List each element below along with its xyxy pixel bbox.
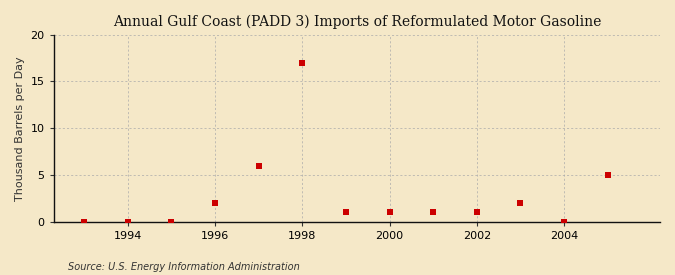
Point bbox=[515, 201, 526, 205]
Point bbox=[166, 219, 177, 224]
Point bbox=[79, 219, 90, 224]
Title: Annual Gulf Coast (PADD 3) Imports of Reformulated Motor Gasoline: Annual Gulf Coast (PADD 3) Imports of Re… bbox=[113, 15, 601, 29]
Text: Source: U.S. Energy Information Administration: Source: U.S. Energy Information Administ… bbox=[68, 262, 299, 272]
Point bbox=[210, 201, 221, 205]
Point bbox=[384, 210, 395, 214]
Y-axis label: Thousand Barrels per Day: Thousand Barrels per Day bbox=[15, 56, 25, 200]
Point bbox=[428, 210, 439, 214]
Point bbox=[341, 210, 352, 214]
Point bbox=[297, 60, 308, 65]
Point bbox=[602, 173, 613, 177]
Point bbox=[253, 163, 264, 168]
Point bbox=[122, 219, 133, 224]
Point bbox=[471, 210, 482, 214]
Point bbox=[559, 219, 570, 224]
